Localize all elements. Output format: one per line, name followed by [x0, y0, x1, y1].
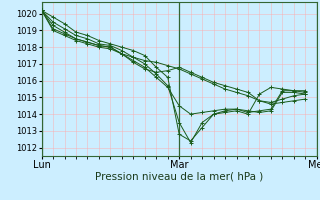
X-axis label: Pression niveau de la mer( hPa ): Pression niveau de la mer( hPa )	[95, 172, 263, 182]
